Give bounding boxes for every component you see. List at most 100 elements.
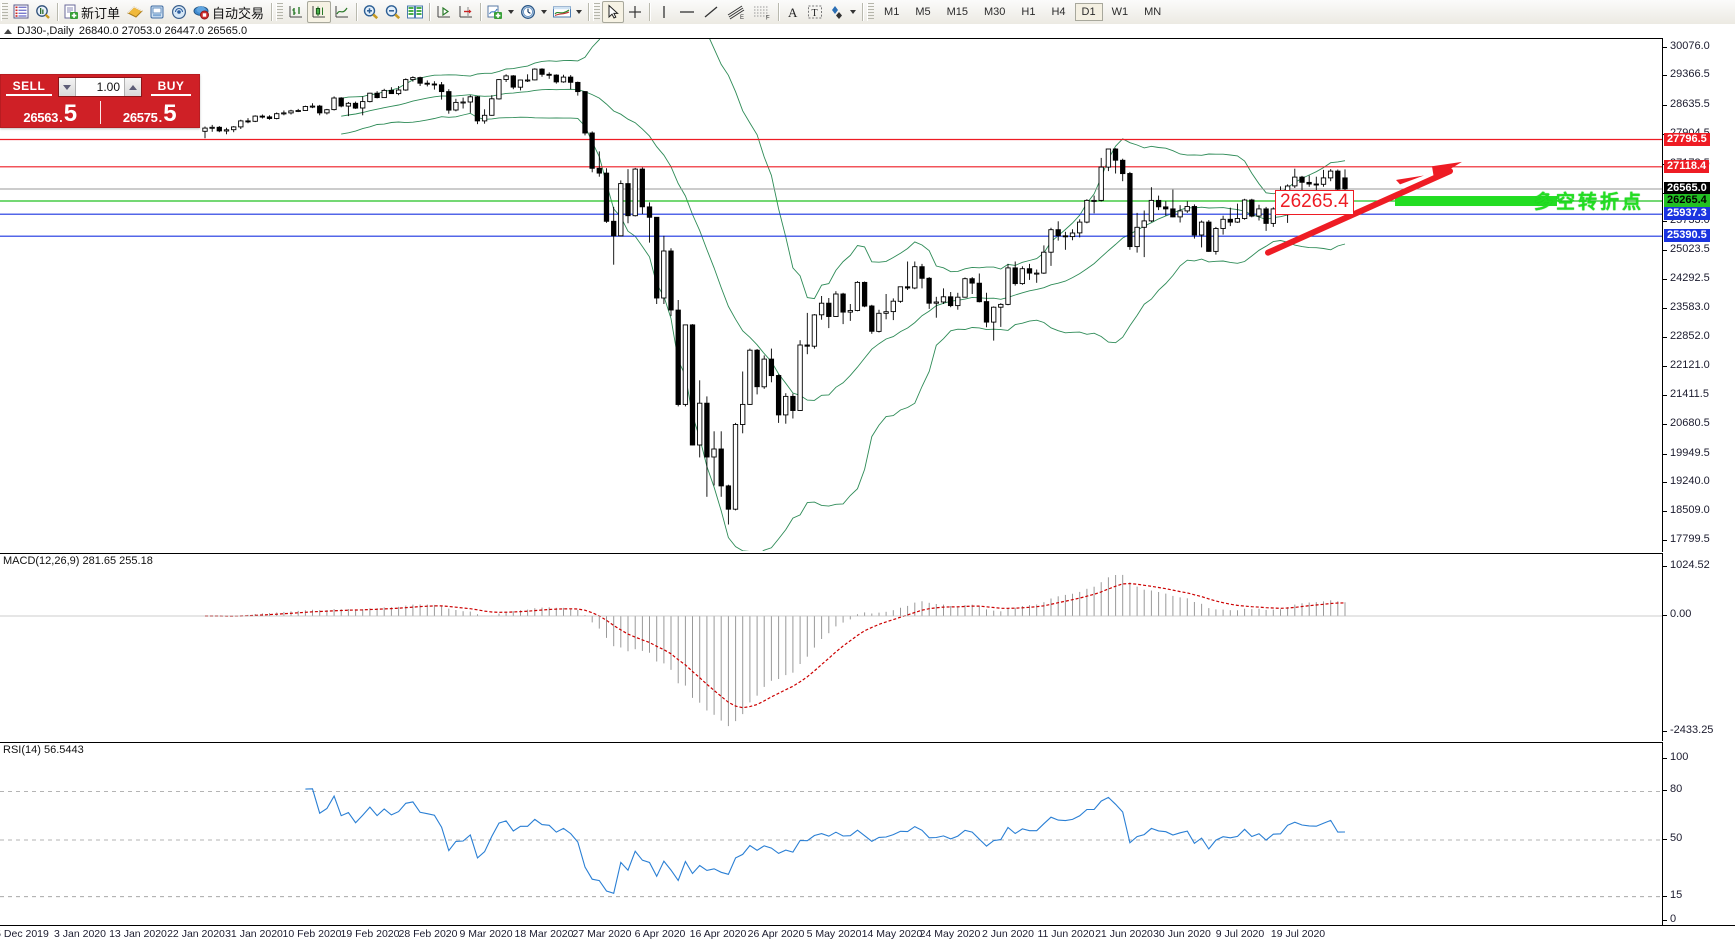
price-scale[interactable]: 30076.029366.528635.527904.527173.526442… [1662,38,1735,552]
buy-price[interactable]: 26575 . 5 [101,99,200,126]
toolbar-grip[interactable] [867,3,875,21]
volume-value[interactable]: 1.00 [96,80,120,94]
timeframe-mn[interactable]: MN [1144,6,1162,18]
rsi-pane[interactable]: RSI(14) 56.5443 [0,742,1663,930]
sell-button[interactable]: SELL [1,75,57,99]
chevron-down-icon[interactable] [850,10,857,14]
horizontal-line-icon[interactable] [675,1,699,23]
candle [783,393,789,424]
candle [424,80,430,87]
timeframe-h1[interactable]: H1 [1021,6,1036,18]
new-order-button[interactable]: 新订单 [61,1,124,23]
timeframe-h4[interactable]: H4 [1051,6,1066,18]
annotation-price-box[interactable]: 26265.4 [1275,190,1354,215]
expert-advisors-icon[interactable] [124,1,146,23]
toolbar-grip[interactable] [593,3,601,21]
time-tick: 30 Jun 2020 [1153,928,1211,940]
shapes-icon[interactable] [826,1,848,23]
annotation-green-bar[interactable] [1395,196,1557,207]
bollinger-band-lower [341,112,1346,551]
fibonacci-retracement-icon[interactable]: F [749,1,775,23]
buy-button[interactable]: BUY [143,75,199,99]
candle [1062,231,1069,250]
vertical-line-icon[interactable] [653,1,675,23]
one-click-trading-panel[interactable]: SELL 1.00 BUY 26563 . 5 [0,74,200,128]
chart-shift-icon[interactable] [455,1,477,23]
time-axis[interactable]: 5 Dec 2019 3 Jan 2020 13 Jan 2020 22 Jan 20… [0,925,1735,942]
collapse-icon[interactable] [4,28,12,34]
indicators-icon[interactable] [484,1,506,23]
candle [567,75,574,90]
price-tick: 29366.5 [1663,68,1710,80]
timeframe-group: M1 M5 M15 M30 H1 H4 D1 W1 MN [876,3,1169,21]
candle [295,108,301,113]
zoom-in-icon[interactable] [360,1,382,23]
cursor-icon[interactable] [602,1,625,23]
resistance-level-badge-1: 27796.5 [1664,132,1710,146]
candle [1191,204,1198,239]
candle [847,304,853,321]
market-watch-icon[interactable] [10,1,32,23]
candle [223,127,230,135]
timeframe-d1[interactable]: D1 [1074,3,1103,21]
volume-increase-button[interactable] [124,78,141,96]
time-tick: 6 Apr 2020 [634,928,686,940]
candle [940,288,947,304]
chevron-down-icon[interactable] [576,10,583,14]
timeframe-w1[interactable]: W1 [1111,6,1129,18]
candle [969,277,975,294]
svg-text:F: F [766,16,770,21]
toolbar-grip[interactable] [276,3,284,21]
volume-decrease-button[interactable] [59,78,76,96]
chevron-down-icon[interactable] [508,10,515,14]
equidistant-channel-icon[interactable]: E [723,1,749,23]
auto-scroll-icon[interactable] [433,1,455,23]
resistance-level-badge-2: 27118.4 [1664,159,1710,173]
candle [682,324,689,407]
buy-label: BUY [150,79,192,96]
zoom-out-icon[interactable] [382,1,404,23]
macd-pane[interactable]: MACD(12,26,9) 281.65 255.18 [0,553,1663,743]
price-tick: 18509.0 [1663,504,1710,516]
candle [919,263,925,289]
toolbar-separator [480,3,482,21]
candle [1206,220,1212,252]
rsi-scale: 100 80 50 15 0 [1662,742,1735,928]
annotation-chinese-note[interactable]: 多空转折点 [1534,191,1645,213]
time-tick: 13 Jan 2020 [109,928,167,940]
annotation-trend-arrow[interactable] [1265,161,1462,256]
text-icon[interactable]: A [782,1,804,23]
timeframe-m15[interactable]: M15 [946,6,968,18]
sell-price[interactable]: 26563 . 5 [1,99,100,126]
auto-trading-button[interactable]: 自动交易 [190,1,268,23]
text-label-icon[interactable]: T [804,1,826,23]
chevron-down-icon[interactable] [541,10,548,14]
timeframe-m5[interactable]: M5 [915,6,931,18]
crosshair-icon[interactable] [624,1,646,23]
templates-icon[interactable] [550,1,574,23]
data-window-icon[interactable] [32,1,54,23]
timeframe-m1[interactable]: M1 [884,6,900,18]
timeframe-m30[interactable]: M30 [984,6,1006,18]
toolbar-grip[interactable] [1,3,8,21]
volume-stepper[interactable]: 1.00 [58,77,142,97]
line-chart-icon[interactable] [331,1,353,23]
candle [826,298,832,329]
candle [955,292,961,310]
time-tick: 21 Jun 2020 [1095,928,1153,940]
candlestick-chart-icon[interactable] [307,1,332,23]
price-pane[interactable] [0,38,1663,554]
price-tick: 22852.0 [1663,330,1710,342]
candle [754,349,760,395]
strategy-tester-icon[interactable] [146,1,168,23]
candle [367,92,373,103]
bollinger-band-middle [341,88,1346,401]
toolbar-separator [271,3,273,21]
periods-icon[interactable] [517,1,539,23]
tile-windows-icon[interactable] [404,1,426,23]
trendline-icon[interactable] [699,1,723,23]
time-tick: 9 Jul 2020 [1215,928,1265,940]
signals-icon[interactable] [168,1,190,23]
candle [381,88,387,99]
bar-chart-icon[interactable] [285,1,307,23]
